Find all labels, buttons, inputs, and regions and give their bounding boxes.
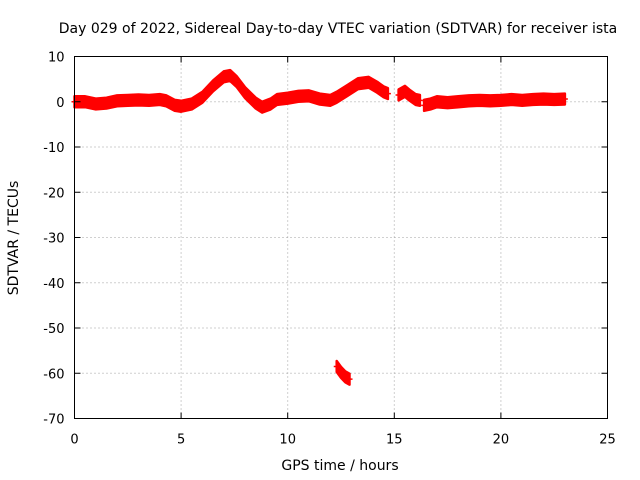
data-point [333,94,340,101]
y-tick-label: -20 [43,186,64,201]
data-point [103,100,110,107]
data-point [497,97,504,104]
data-point [365,79,372,86]
plot-frame [74,56,608,419]
data-layer [71,68,568,386]
data-point [421,102,428,109]
data-point [427,101,434,108]
data-point [163,97,170,104]
y-tick-label: -60 [43,367,64,382]
data-point [406,91,413,98]
data-point [199,94,206,101]
data-point [242,89,249,96]
data-point [233,78,240,85]
data-point [227,72,234,79]
x-tick-label: 10 [279,433,296,448]
data-point [540,96,547,103]
data-point [333,363,340,370]
data-point [355,80,362,87]
data-point [346,376,353,383]
data-point [476,97,483,104]
x-tick-label: 5 [177,433,185,448]
data-point [338,369,344,376]
y-tick-label: -40 [43,277,64,292]
y-tick-label: -70 [43,413,64,428]
y-tick-label: -10 [43,141,64,156]
data-point [412,96,419,103]
data-point [267,101,274,108]
data-point [433,98,440,105]
data-point [401,88,408,95]
data-point [487,97,494,104]
data-point [306,92,313,99]
tick-layer: 10 0 -10 -20 -30 -40 -50 -60 -70 0 5 10 15 20 25 [43,51,616,448]
data-point [188,101,195,108]
chart-title: Day 029 of 2022, Sidereal Day-to-day VTE… [59,21,617,37]
data-point [551,96,558,103]
data-point [384,90,391,97]
data-point [561,96,568,103]
x-tick-label: 25 [599,433,616,448]
data-point [519,97,526,104]
y-tick-label: -50 [43,322,64,337]
data-point [92,101,99,108]
data-point [82,98,89,105]
data-point [259,104,266,111]
data-point [284,95,291,102]
data-point [374,84,381,91]
y-tick-label: 0 [56,96,64,111]
data-point [508,96,515,103]
y-axis-label: SDTVAR / TECUs [6,181,22,296]
data-point [327,97,334,104]
data-point [274,96,281,103]
series-band [422,92,567,113]
data-point [316,96,323,103]
data-point [178,103,185,110]
data-point [455,98,462,105]
grid-layer [74,56,608,419]
data-point [252,100,259,107]
data-point [342,373,349,380]
x-tick-label: 20 [493,433,510,448]
data-point [220,73,227,80]
data-point [171,102,178,109]
data-point [146,97,153,104]
data-point [135,96,142,103]
y-tick-label: 10 [48,51,65,66]
data-point [295,93,302,100]
data-point [344,87,351,94]
data-point [380,88,387,95]
data-point [444,99,451,106]
data-point [114,97,121,104]
data-point [395,91,402,98]
y-tick-label: -30 [43,232,64,247]
x-tick-label: 15 [386,433,403,448]
data-point [210,82,217,89]
data-point [416,97,423,104]
x-axis-label: GPS time / hours [281,458,398,474]
series-band [73,68,390,114]
data-point [156,96,163,103]
x-tick-label: 0 [70,433,78,448]
data-point [529,96,536,103]
data-point [465,97,472,104]
data-point [124,97,131,104]
